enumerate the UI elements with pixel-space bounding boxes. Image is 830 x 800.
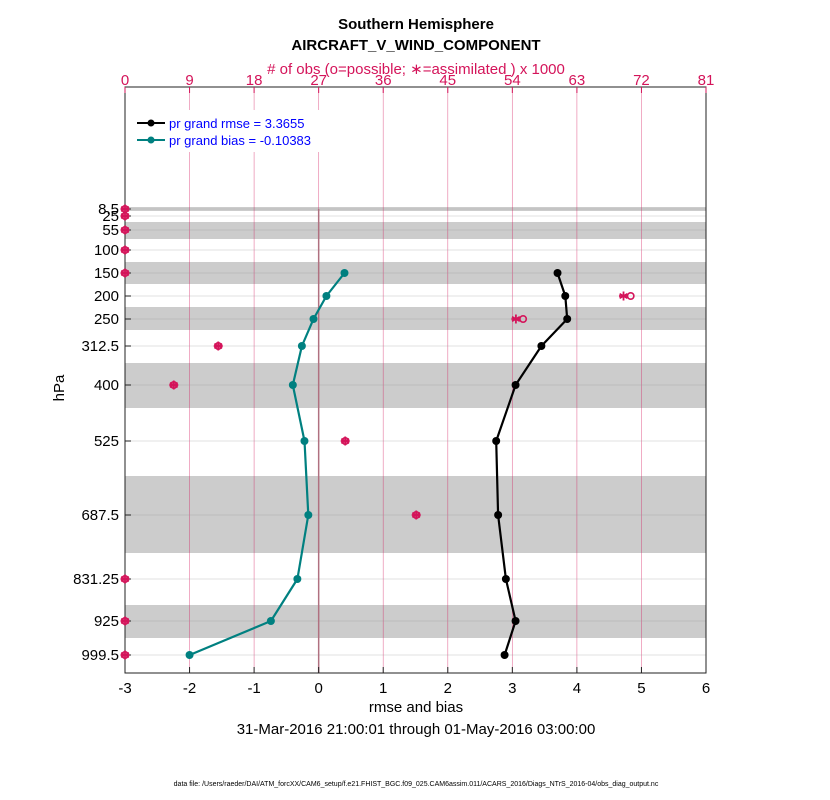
obs-assimilated-marker [169, 380, 179, 390]
obs-count-layer [120, 204, 635, 660]
chart-subtitle: AIRCRAFT_V_WIND_COMPONENT [291, 37, 540, 54]
bias-point [304, 511, 313, 519]
top-tick-label: 72 [633, 72, 650, 89]
obs-assimilated-marker [120, 211, 130, 221]
obs-assimilated-marker [340, 436, 350, 446]
y-tick-label: 150 [94, 265, 119, 282]
series-layer [185, 269, 572, 659]
y-tick-label: 400 [94, 377, 119, 394]
x-tick-label: 5 [637, 680, 645, 697]
shading-bands [125, 207, 706, 638]
top-tick-label: 9 [185, 72, 193, 89]
bias-point [293, 575, 302, 583]
top-tick-label: 45 [439, 72, 456, 89]
y-axis-label: hPa [51, 374, 68, 401]
top-tick-label: 0 [121, 72, 129, 89]
legend: pr grand rmse = 3.3655 pr grand bias = -… [134, 110, 334, 152]
y-tick-label: 525 [94, 433, 119, 450]
rmse-point [537, 342, 546, 350]
x-tick-label: -3 [118, 680, 131, 697]
rmse-point [500, 651, 509, 659]
rmse-point [494, 511, 503, 519]
axes-box [124, 86, 707, 674]
obs-assimilated-marker [213, 341, 223, 351]
x-tick-label: 6 [702, 680, 710, 697]
top-axis-ticks: 0 9 18 27 36 45 54 63 72 81 [121, 72, 715, 93]
y-tick-label: 100 [94, 242, 119, 259]
y-tick-label: 250 [94, 311, 119, 328]
data-file-footer: data file: /Users/raeder/DAI/ATM_forcXX/… [174, 781, 659, 788]
top-tick-label: 27 [310, 72, 327, 89]
bias-series-line [189, 272, 346, 657]
chart-title: Southern Hemisphere [338, 16, 494, 33]
obs-assimilated-marker [619, 291, 629, 301]
rmse-series-line [495, 272, 569, 656]
legend-rmse-marker [147, 119, 155, 127]
x-tick-label: -1 [247, 680, 260, 697]
obs-assimilated-marker [511, 314, 521, 324]
bias-point [288, 381, 297, 389]
bias-point [185, 651, 194, 659]
obs-assimilated-marker [120, 245, 130, 255]
x-tick-label: 1 [379, 680, 387, 697]
bias-point [297, 342, 306, 350]
x-tick-label: 3 [508, 680, 516, 697]
x-tick-label: -2 [183, 680, 196, 697]
obs-assimilated-marker [411, 510, 421, 520]
y-tick-label: 925 [94, 613, 119, 630]
rmse-point [511, 617, 520, 625]
y-tick-label: 312.5 [81, 338, 119, 355]
x-tick-label: 2 [444, 680, 452, 697]
grid-lines [125, 87, 706, 673]
bias-point [309, 315, 318, 323]
y-tick-label: 8.5 [98, 201, 119, 218]
bottom-axis-ticks: -3 -2 -1 0 1 2 3 4 5 6 [118, 667, 710, 697]
obs-assimilated-marker [120, 574, 130, 584]
top-tick-label: 18 [246, 72, 263, 89]
shading-band [125, 307, 706, 330]
x-tick-label: 0 [314, 680, 322, 697]
rmse-point [561, 292, 570, 300]
y-tick-label: 831.25 [73, 571, 119, 588]
shading-band [125, 363, 706, 408]
top-tick-label: 36 [375, 72, 392, 89]
rmse-point [492, 437, 501, 445]
top-axis-label: # of obs (o=possible; ∗=assimilated ) x … [267, 61, 565, 78]
x-tick-label: 4 [573, 680, 581, 697]
obs-assimilated-marker [120, 650, 130, 660]
date-range-label: 31-Mar-2016 21:00:01 through 01-May-2016… [237, 721, 596, 738]
legend-rmse-label: pr grand rmse = 3.3655 [169, 116, 305, 131]
top-tick-label: 63 [569, 72, 586, 89]
y-tick-label: 55 [102, 222, 119, 239]
obs-assimilated-marker [120, 616, 130, 626]
top-tick-label: 81 [698, 72, 715, 89]
obs-assimilated-marker [120, 225, 130, 235]
bias-point [300, 437, 309, 445]
shading-band [125, 605, 706, 638]
y-tick-label: 687.5 [81, 507, 119, 524]
y-tick-label: 999.5 [81, 647, 119, 664]
y-tick-label: 25 [102, 208, 119, 225]
shading-band [125, 222, 706, 239]
bias-point [322, 292, 331, 300]
x-axis-label: rmse and bias [369, 699, 463, 716]
legend-bias-label: pr grand bias = -0.10383 [169, 133, 311, 148]
rmse-point [501, 575, 510, 583]
top-tick-label: 54 [504, 72, 521, 89]
obs-assimilated-marker [120, 268, 130, 278]
legend-bias-marker [147, 136, 155, 144]
bias-point [340, 269, 349, 277]
rmse-point [563, 315, 572, 323]
rmse-point [511, 381, 520, 389]
rmse-point [553, 269, 562, 277]
bias-point [266, 617, 275, 625]
legend-box [134, 110, 334, 152]
y-tick-label: 200 [94, 288, 119, 305]
obs-assimilated-marker [120, 204, 130, 214]
